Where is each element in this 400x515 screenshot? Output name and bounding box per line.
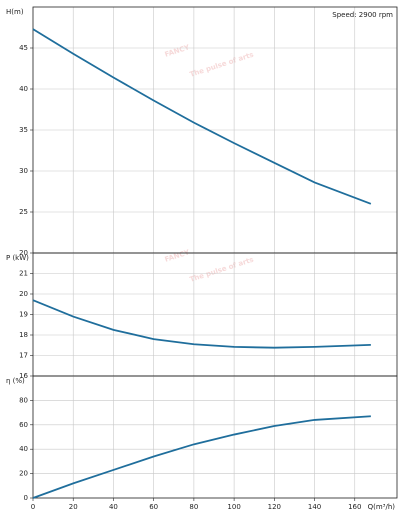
data-line xyxy=(32,415,371,499)
data-line xyxy=(32,299,371,349)
x-axis-label: Q(m³/h) xyxy=(368,503,396,511)
y-tick-label: 19 xyxy=(19,311,28,319)
x-tick-label: 80 xyxy=(189,503,198,511)
y-tick-label: 25 xyxy=(19,208,28,216)
annotation: Speed: 2900 rpm xyxy=(332,11,393,19)
x-tick-label: 120 xyxy=(268,503,281,511)
y-tick-label: 0 xyxy=(24,494,28,502)
x-tick-label: 0 xyxy=(31,503,35,511)
y-tick-label: 80 xyxy=(19,396,28,404)
x-tick-label: 140 xyxy=(308,503,321,511)
y-tick-label: 20 xyxy=(19,470,28,478)
x-tick-label: 100 xyxy=(227,503,240,511)
watermark-brand: FANCY xyxy=(164,43,192,59)
y-tick-label: 21 xyxy=(19,270,28,278)
y-tick-label: 16 xyxy=(19,372,28,380)
x-tick-label: 160 xyxy=(348,503,361,511)
y-tick-label: 20 xyxy=(19,249,28,257)
plot-frame xyxy=(32,375,398,499)
data-line xyxy=(32,28,372,205)
y-tick-label: 30 xyxy=(19,167,28,175)
y-tick-label: 17 xyxy=(19,352,28,360)
y-axis-label: P (kW) xyxy=(6,254,29,262)
watermark-slogan: The pulse of arts xyxy=(189,51,255,79)
y-tick-label: 60 xyxy=(19,421,28,429)
x-tick-label: 20 xyxy=(69,503,78,511)
y-tick-label: 20 xyxy=(19,290,28,298)
x-tick-label: 60 xyxy=(149,503,158,511)
watermark-slogan: The pulse of arts xyxy=(189,256,255,284)
y-tick-label: 40 xyxy=(19,85,28,93)
y-axis-label: H(m) xyxy=(6,8,24,16)
y-tick-label: 18 xyxy=(19,331,28,339)
y-tick-label: 35 xyxy=(19,126,28,134)
y-tick-label: 45 xyxy=(19,44,28,52)
y-tick-label: 40 xyxy=(19,445,28,453)
watermark-brand: FANCY xyxy=(164,248,192,264)
y-axis-label: η (%) xyxy=(6,377,25,385)
x-tick-label: 40 xyxy=(109,503,118,511)
